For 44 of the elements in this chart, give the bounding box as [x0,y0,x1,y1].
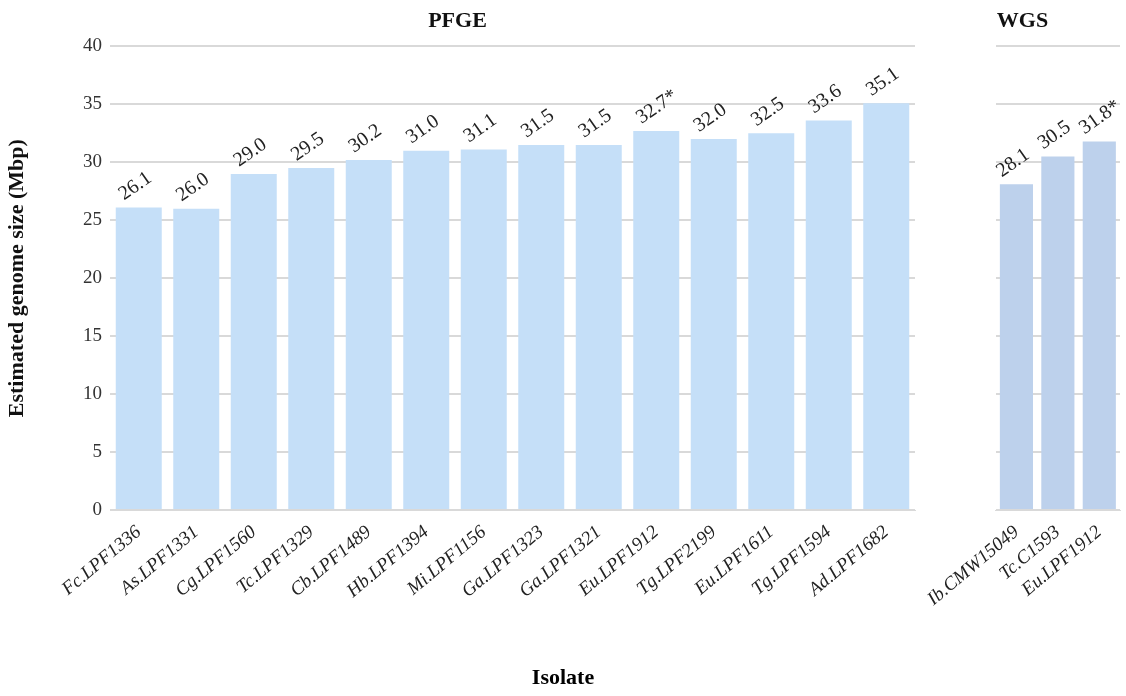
y-tick-label: 25 [83,208,102,230]
bar [575,144,622,509]
data-label: 35.1 [861,61,903,100]
bar [288,168,335,509]
y-tick-label: 20 [83,266,102,288]
data-label: 31.1 [458,107,500,146]
y-tick-label: 35 [83,92,102,114]
x-axis-title: Isolate [530,664,596,690]
data-label: 26.1 [113,165,155,204]
bar [173,208,220,509]
data-label: 32.7* [631,83,681,128]
bar [863,103,910,509]
data-label: 29.5 [286,126,328,165]
data-label: 31.0 [401,109,443,148]
y-tick-label: 10 [83,382,102,404]
data-label: 26.0 [171,166,213,206]
data-label: 30.2 [343,118,385,157]
bar [403,150,450,509]
bar [633,131,680,509]
data-label: 30.5 [1032,114,1075,153]
y-tick-label: 40 [83,34,102,56]
bar [748,133,795,509]
bar [690,139,737,509]
bar [230,173,277,509]
data-label: 31.5 [573,103,615,142]
chart-title: WGS [996,6,1049,32]
bar [518,144,565,509]
bar [345,159,392,509]
y-tick-label: 15 [83,324,102,346]
y-tick-label: 30 [83,150,102,172]
y-tick-label: 0 [92,497,102,519]
bar [115,207,162,509]
y-tick-label: 5 [92,440,102,462]
chart-title: PFGE [428,6,487,32]
bar [805,120,852,509]
bar [460,149,507,509]
data-label: 32.5 [746,91,788,130]
data-label: 33.6 [803,78,845,117]
data-label: 29.0 [228,132,270,171]
y-axis-title: Estimated genome size (Mbp) [2,139,28,418]
data-label: 31.5 [516,103,558,142]
data-label: 32.0 [688,97,730,136]
data-label: 31.8* [1074,94,1124,138]
data-label: 28.1 [991,142,1033,181]
